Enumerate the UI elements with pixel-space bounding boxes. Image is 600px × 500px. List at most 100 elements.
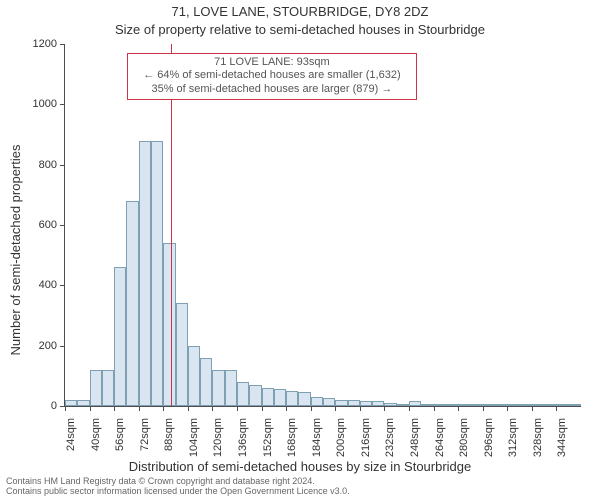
annotation-box: 71 LOVE LANE: 93sqm← 64% of semi-detache… (127, 53, 417, 100)
histogram-bar (176, 303, 188, 406)
histogram-bar (569, 404, 581, 406)
x-tick-label: 296sqm (483, 418, 495, 457)
chart-title-line2: Size of property relative to semi-detach… (0, 22, 600, 37)
histogram-bar (483, 404, 495, 406)
x-tick (188, 406, 189, 411)
x-tick (114, 406, 115, 411)
x-tick (434, 406, 435, 411)
x-tick-label: 328sqm (532, 418, 544, 457)
x-tick (163, 406, 164, 411)
x-tick-label: 248sqm (409, 418, 421, 457)
y-tick-label: 600 (39, 219, 57, 231)
histogram-bar (102, 370, 114, 406)
histogram-bar (298, 392, 310, 406)
y-tick-label: 1000 (33, 98, 57, 110)
y-axis-label: Number of semi-detached properties (8, 145, 23, 356)
y-tick (60, 225, 65, 226)
y-tick-label: 400 (39, 279, 57, 291)
x-tick-label: 152sqm (262, 418, 274, 457)
y-tick (60, 285, 65, 286)
histogram-bar (348, 400, 360, 406)
x-tick-label: 24sqm (65, 418, 77, 451)
x-tick-label: 104sqm (188, 418, 200, 457)
histogram-bar (262, 388, 274, 406)
histogram-bar (126, 201, 138, 406)
x-tick-label: 184sqm (311, 418, 323, 457)
x-tick (556, 406, 557, 411)
histogram-bar (188, 346, 200, 406)
x-tick (90, 406, 91, 411)
x-tick (483, 406, 484, 411)
histogram-bar (249, 385, 261, 406)
histogram-bar (384, 403, 396, 406)
x-tick-label: 168sqm (286, 418, 298, 457)
y-tick-label: 200 (39, 340, 57, 352)
x-tick-label: 264sqm (434, 418, 446, 457)
x-tick (335, 406, 336, 411)
x-tick (262, 406, 263, 411)
x-tick (409, 406, 410, 411)
x-tick (237, 406, 238, 411)
footer-line2: Contains public sector information licen… (6, 486, 594, 496)
histogram-bar (372, 401, 384, 406)
histogram-bar (65, 400, 77, 406)
histogram-bar (200, 358, 212, 406)
histogram-bar (556, 404, 568, 406)
x-tick-label: 344sqm (556, 418, 568, 457)
histogram-bar (212, 370, 224, 406)
histogram-bar (470, 404, 482, 406)
x-tick-label: 88sqm (163, 418, 175, 451)
y-tick (60, 346, 65, 347)
x-tick-label: 56sqm (114, 418, 126, 451)
histogram-bar (90, 370, 102, 406)
x-tick (360, 406, 361, 411)
histogram-bar (77, 400, 89, 406)
histogram-bar (274, 389, 286, 406)
histogram-bar (335, 400, 347, 406)
chart-container: 71, LOVE LANE, STOURBRIDGE, DY8 2DZ Size… (0, 0, 600, 500)
histogram-bar (397, 404, 409, 406)
histogram-bar (323, 398, 335, 406)
x-tick-label: 40sqm (90, 418, 102, 451)
annotation-line3: 35% of semi-detached houses are larger (… (134, 83, 410, 97)
histogram-bar (532, 404, 544, 406)
histogram-bar (434, 404, 446, 406)
x-tick-label: 136sqm (237, 418, 249, 457)
y-tick-label: 0 (51, 400, 57, 412)
x-tick-label: 216sqm (360, 418, 372, 457)
y-tick-label: 800 (39, 159, 57, 171)
x-tick-label: 200sqm (335, 418, 347, 457)
y-tick (60, 165, 65, 166)
x-tick (507, 406, 508, 411)
histogram-bar (446, 404, 458, 406)
histogram-bar (151, 141, 163, 406)
x-tick (212, 406, 213, 411)
histogram-bar (544, 404, 556, 406)
y-tick (60, 44, 65, 45)
histogram-bar (409, 401, 421, 406)
x-tick (384, 406, 385, 411)
histogram-bar (360, 401, 372, 406)
x-tick-label: 312sqm (507, 418, 519, 457)
x-tick-label: 72sqm (139, 418, 151, 451)
y-tick (60, 104, 65, 105)
histogram-bar (520, 404, 532, 406)
histogram-bar (421, 404, 433, 406)
x-tick-label: 120sqm (212, 418, 224, 457)
histogram-bar (163, 243, 175, 406)
histogram-bar (237, 382, 249, 406)
x-axis-label: Distribution of semi-detached houses by … (0, 459, 600, 474)
annotation-line1: 71 LOVE LANE: 93sqm (134, 56, 410, 70)
chart-title-line1: 71, LOVE LANE, STOURBRIDGE, DY8 2DZ (0, 4, 600, 19)
histogram-bar (311, 397, 323, 406)
footer-line1: Contains HM Land Registry data © Crown c… (6, 476, 594, 486)
x-tick (532, 406, 533, 411)
histogram-bar (225, 370, 237, 406)
footer-attribution: Contains HM Land Registry data © Crown c… (0, 474, 600, 500)
annotation-line2: ← 64% of semi-detached houses are smalle… (134, 69, 410, 83)
x-tick-label: 280sqm (458, 418, 470, 457)
plot-area: 02004006008001000120024sqm40sqm56sqm72sq… (64, 44, 581, 407)
histogram-bar (286, 391, 298, 406)
x-tick (458, 406, 459, 411)
histogram-bar (495, 404, 507, 406)
